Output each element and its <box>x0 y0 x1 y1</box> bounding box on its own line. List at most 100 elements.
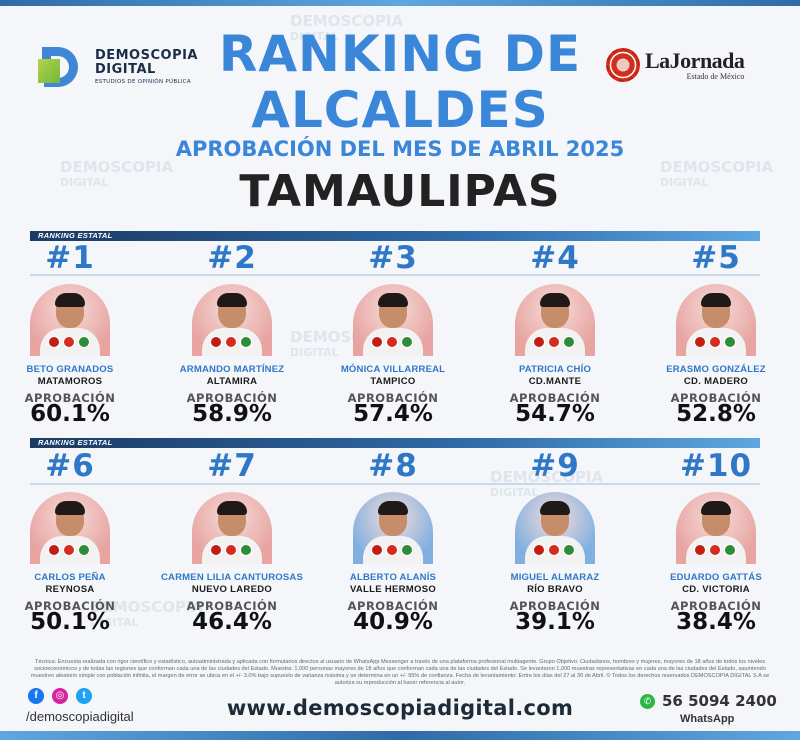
approval-value: 38.4% <box>676 609 756 635</box>
approval-label: APROBACIÓN <box>509 599 601 613</box>
candidate-card: #2 ARMANDO MARTÍNEZ ALTAMIRA APROBACIÓN 58.9… <box>157 240 307 440</box>
approval-value: 46.4% <box>192 609 272 635</box>
party-badge-icon <box>78 544 90 556</box>
candidate-name: ARMANDO MARTÍNEZ <box>179 364 285 375</box>
party-badge-icon <box>48 544 60 556</box>
party-badge-icon <box>709 544 721 556</box>
party-badge-icon <box>386 544 398 556</box>
logo-line1: DEMOSCOPIA <box>94 48 198 63</box>
rank-number: #9 <box>530 448 580 484</box>
party-badge-icon <box>63 544 75 556</box>
party-badges <box>210 336 252 348</box>
photo-hair <box>540 293 570 307</box>
whatsapp-icon: ✆ <box>640 694 655 709</box>
instagram-icon[interactable]: ◎ <box>52 688 68 704</box>
party-badge-icon <box>48 336 60 348</box>
party-badge-icon <box>240 544 252 556</box>
candidate-photo <box>30 284 110 356</box>
candidate-photo <box>676 492 756 564</box>
title-line1: RANKING DE <box>218 25 582 83</box>
photo-hair <box>217 501 247 515</box>
candidate-city: REYNOSA <box>45 584 95 595</box>
approval-label: APROBACIÓN <box>186 599 278 613</box>
rank-number: #7 <box>207 448 257 484</box>
website-link[interactable]: www.demoscopiadigital.com <box>226 696 574 720</box>
lajornada-logo: LaJornada Estado de México <box>606 45 766 85</box>
approval-value: 57.4% <box>353 401 433 427</box>
photo-hair <box>540 501 570 515</box>
candidate-card: #4 PATRICIA CHÍO CD.MANTE APROBACIÓN 54.7% <box>480 240 630 440</box>
candidate-card: #7 CARMEN LILIA CANTUROSAS NUEVO LAREDO APR… <box>157 448 307 648</box>
party-badges <box>371 336 413 348</box>
candidate-photo <box>353 284 433 356</box>
party-badge-icon <box>533 336 545 348</box>
facebook-icon[interactable]: f <box>28 688 44 704</box>
candidate-city: MATAMOROS <box>37 376 103 387</box>
party-badge-icon <box>694 544 706 556</box>
technical-note: Técnica: Encuesta realizada con rigor ci… <box>30 659 770 686</box>
candidate-photo <box>192 284 272 356</box>
logo-tagline: ESTUDIOS DE OPINIÓN PÚBLICA <box>94 79 191 85</box>
party-badge-icon <box>225 336 237 348</box>
candidate-photo <box>192 492 272 564</box>
candidate-name: CARMEN LILIA CANTUROSAS <box>161 572 303 583</box>
approval-value: 39.1% <box>515 609 595 635</box>
rank-number: #5 <box>691 240 741 276</box>
title-line2: ALCALDES <box>251 81 549 139</box>
party-badges <box>694 544 736 556</box>
candidate-photo <box>676 284 756 356</box>
approval-value: 60.1% <box>30 401 110 427</box>
party-badge-icon <box>371 544 383 556</box>
party-badge-icon <box>724 544 736 556</box>
photo-hair <box>55 501 85 515</box>
social-handle[interactable]: /demoscopiadigital <box>26 709 134 724</box>
bottom-strip <box>0 731 800 740</box>
rank-number: #8 <box>368 448 418 484</box>
candidate-city: VALLE HERMOSO <box>349 584 437 595</box>
approval-value: 58.9% <box>192 401 272 427</box>
rank-number: #1 <box>45 240 95 276</box>
candidate-city: CD. MADERO <box>683 376 749 387</box>
party-badge-icon <box>240 336 252 348</box>
candidate-name: MIGUEL ALMARAZ <box>510 572 600 583</box>
approval-label: APROBACIÓN <box>24 599 116 613</box>
social-icons: f ◎ t <box>28 688 92 704</box>
photo-hair <box>55 293 85 307</box>
party-badges <box>48 544 90 556</box>
approval-value: 50.1% <box>30 609 110 635</box>
party-badge-icon <box>563 544 575 556</box>
approval-label: APROBACIÓN <box>670 391 762 405</box>
party-badge-icon <box>563 336 575 348</box>
candidate-photo <box>515 492 595 564</box>
candidate-city: TAMPICO <box>370 376 416 387</box>
top-strip <box>0 0 800 6</box>
footer: f ◎ t /demoscopiadigital www.demoscopiad… <box>0 688 800 740</box>
party-badges <box>533 544 575 556</box>
party-badge-icon <box>78 336 90 348</box>
rank-number: #4 <box>530 240 580 276</box>
party-badge-icon <box>63 336 75 348</box>
party-badge-icon <box>724 336 736 348</box>
approval-value: 54.7% <box>515 401 595 427</box>
candidate-name: CARLOS PEÑA <box>34 572 106 583</box>
candidate-city: CD.MANTE <box>528 376 582 387</box>
party-badge-icon <box>401 336 413 348</box>
candidate-city: ALTAMIRA <box>206 376 258 387</box>
party-badges <box>210 544 252 556</box>
rank-number: #6 <box>45 448 95 484</box>
twitter-icon[interactable]: t <box>76 688 92 704</box>
party-badge-icon <box>548 544 560 556</box>
candidate-city: RÍO BRAVO <box>527 584 583 595</box>
party-badges <box>694 336 736 348</box>
divider <box>30 274 760 276</box>
demoscopia-logo: DEMOSCOPIA DIGITAL ESTUDIOS DE OPINIÓN P… <box>38 44 198 90</box>
candidate-name: ERASMO GONZÁLEZ <box>666 364 766 375</box>
party-badges <box>48 336 90 348</box>
logo-line2: DIGITAL <box>94 62 156 77</box>
approval-label: APROBACIÓN <box>347 599 439 613</box>
photo-hair <box>701 293 731 307</box>
state-title: TAMAULIPAS <box>239 166 561 217</box>
ranking-bar: RANKING ESTATAL <box>30 438 760 448</box>
rank-number: #3 <box>368 240 418 276</box>
